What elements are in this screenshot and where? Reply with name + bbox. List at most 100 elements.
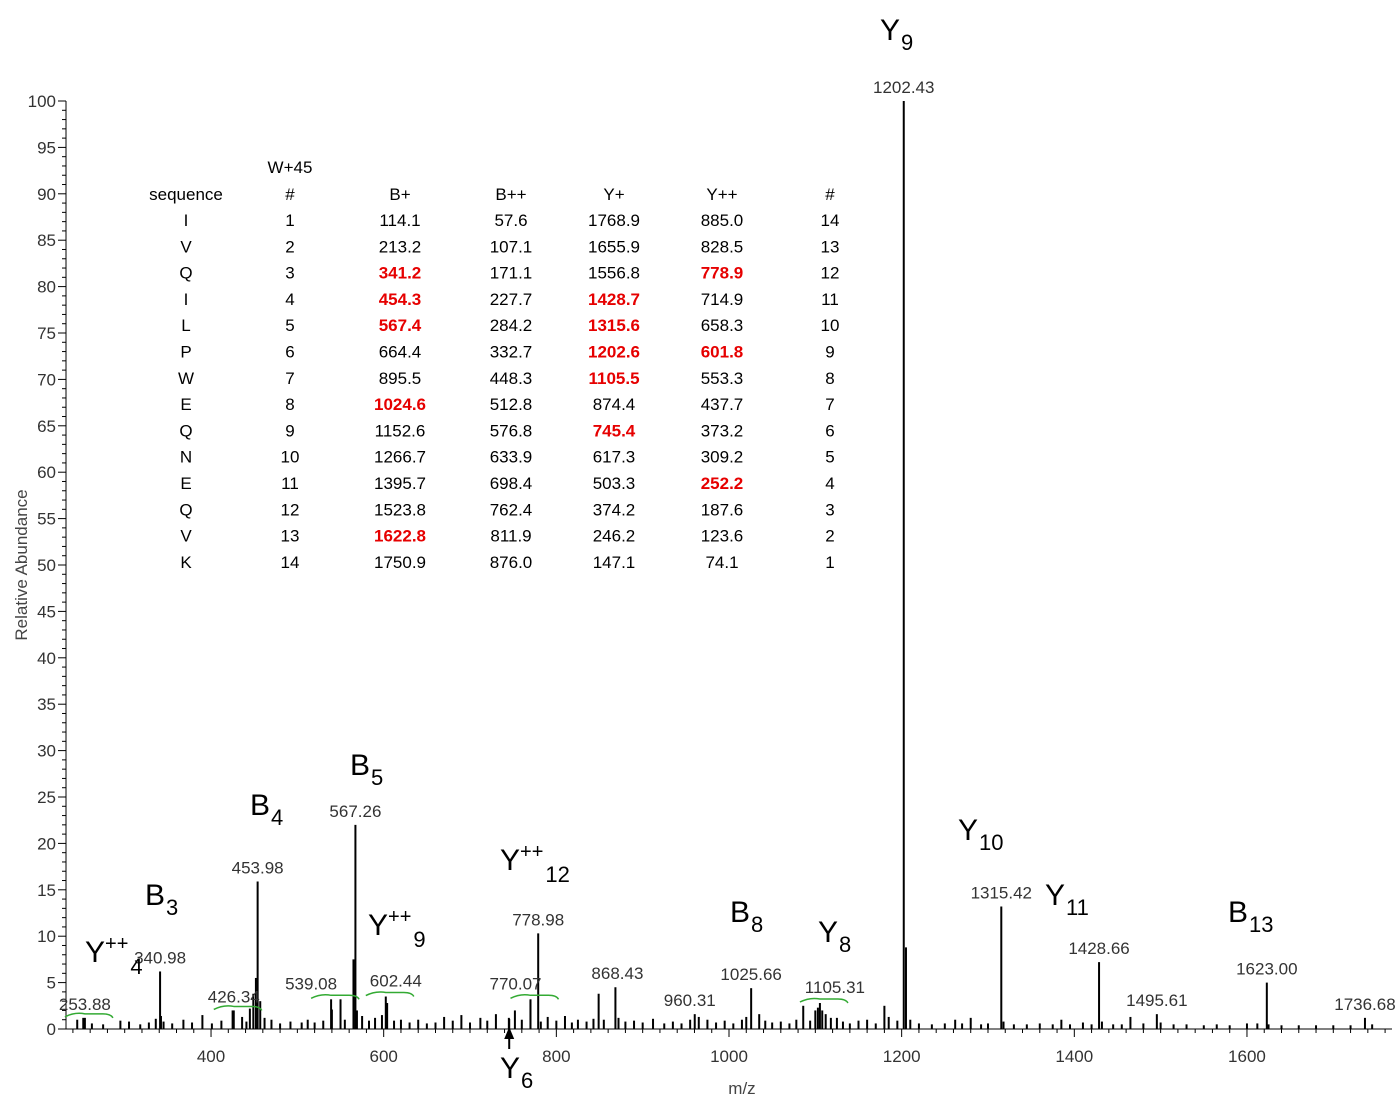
peak-label: 1736.68 bbox=[1334, 995, 1395, 1014]
isotope-mark bbox=[64, 1012, 114, 1019]
y-tick-label: 85 bbox=[37, 231, 56, 250]
x-tick-label: 400 bbox=[197, 1047, 225, 1066]
table-cell: 617.3 bbox=[593, 448, 636, 467]
table-cell: L bbox=[181, 316, 190, 335]
table-cell: E bbox=[180, 395, 191, 414]
table-cell: 74.1 bbox=[705, 553, 738, 572]
table-cell: 714.9 bbox=[701, 290, 744, 309]
y-tick-label: 10 bbox=[37, 927, 56, 946]
table-cell: 10 bbox=[281, 448, 300, 467]
table-header-cell: Y+ bbox=[603, 185, 624, 204]
table-cell: 828.5 bbox=[701, 237, 744, 256]
table-cell: 1556.8 bbox=[588, 264, 640, 283]
peak-label: 1428.66 bbox=[1068, 939, 1129, 958]
peak-label: 1105.31 bbox=[805, 978, 865, 997]
ion-label: Y9 bbox=[880, 14, 913, 55]
table-cell: 213.2 bbox=[379, 237, 422, 256]
table-cell: 1315.6 bbox=[588, 316, 640, 335]
peak-label: 567.26 bbox=[329, 802, 381, 821]
isotope-mark bbox=[510, 993, 560, 1000]
table-cell: 1750.9 bbox=[374, 553, 426, 572]
y-tick-label: 70 bbox=[37, 370, 56, 389]
isotope-mark bbox=[213, 1005, 263, 1011]
peak-label: 1202.43 bbox=[873, 78, 934, 97]
x-tick-label: 1400 bbox=[1055, 1047, 1093, 1066]
ion-label: Y++12 bbox=[500, 841, 570, 887]
y-axis-title: Relative Abundance bbox=[12, 489, 31, 640]
peak-label: 602.44 bbox=[370, 972, 422, 991]
y-tick-label: 100 bbox=[28, 92, 56, 111]
y-tick-label: 15 bbox=[37, 881, 56, 900]
y-tick-label: 0 bbox=[47, 1020, 56, 1039]
table-cell: 9 bbox=[825, 343, 834, 362]
table-cell: 1622.8 bbox=[374, 527, 426, 546]
table-cell: 6 bbox=[825, 421, 834, 440]
table-cell: 12 bbox=[281, 500, 300, 519]
y-tick-label: 95 bbox=[37, 138, 56, 157]
table-title: W+45 bbox=[268, 158, 313, 177]
table-cell: 1428.7 bbox=[588, 290, 640, 309]
table-cell: 454.3 bbox=[379, 290, 422, 309]
table-cell: 4 bbox=[825, 474, 834, 493]
peak-label: 1623.00 bbox=[1236, 960, 1297, 979]
table-cell: 187.6 bbox=[701, 500, 744, 519]
table-cell: 745.4 bbox=[593, 421, 636, 440]
peak-label: 1315.42 bbox=[971, 884, 1032, 903]
table-cell: 1024.6 bbox=[374, 395, 426, 414]
table-cell: Q bbox=[179, 500, 192, 519]
y-tick-label: 45 bbox=[37, 602, 56, 621]
table-cell: 874.4 bbox=[593, 395, 636, 414]
table-cell: 2 bbox=[285, 237, 294, 256]
ion-label: B3 bbox=[145, 879, 178, 920]
peak-label: 1495.61 bbox=[1126, 991, 1187, 1010]
table-cell: 3 bbox=[825, 500, 834, 519]
table-cell: 601.8 bbox=[701, 343, 744, 362]
table-header-cell: B++ bbox=[495, 185, 526, 204]
table-cell: 5 bbox=[285, 316, 294, 335]
y-tick-label: 40 bbox=[37, 649, 56, 668]
table-cell: 778.9 bbox=[701, 264, 744, 283]
x-tick-label: 1000 bbox=[710, 1047, 748, 1066]
table-cell: I bbox=[184, 211, 189, 230]
table-cell: 11 bbox=[821, 290, 839, 309]
table-cell: 1 bbox=[825, 553, 834, 572]
y-tick-label: 80 bbox=[37, 278, 56, 297]
table-cell: 246.2 bbox=[593, 527, 636, 546]
table-cell: 309.2 bbox=[701, 448, 744, 467]
isotope-mark bbox=[310, 993, 360, 1000]
table-cell: 503.3 bbox=[593, 474, 636, 493]
table-cell: 1266.7 bbox=[374, 448, 426, 467]
table-cell: 1152.6 bbox=[375, 421, 426, 440]
peak-labels: 253.88 340.98 426.34 453.98 539.08 567.26 602.… bbox=[59, 78, 1396, 1014]
table-cell: 576.8 bbox=[490, 421, 533, 440]
table-cell: 437.7 bbox=[701, 395, 744, 414]
x-axis-title: m/z bbox=[728, 1079, 755, 1098]
table-cell: 57.6 bbox=[494, 211, 527, 230]
table-cell: 633.9 bbox=[490, 448, 533, 467]
table-cell: 698.4 bbox=[490, 474, 533, 493]
peak-label: 453.98 bbox=[232, 858, 284, 877]
table-cell: 373.2 bbox=[701, 421, 744, 440]
table-cell: 12 bbox=[821, 264, 840, 283]
peak-label: 253.88 bbox=[59, 995, 111, 1014]
y-tick-label: 65 bbox=[37, 417, 56, 436]
table-cell: 4 bbox=[285, 290, 294, 309]
table-cell: 664.4 bbox=[379, 343, 422, 362]
table-cell: 11 bbox=[281, 474, 299, 493]
table-cell: 1768.9 bbox=[588, 211, 640, 230]
ion-label: B4 bbox=[250, 789, 283, 830]
table-cell: 171.1 bbox=[490, 264, 533, 283]
x-tick-label: 1200 bbox=[883, 1047, 921, 1066]
ion-label: B8 bbox=[730, 896, 763, 937]
table-cell: 1655.9 bbox=[588, 237, 640, 256]
table-cell: 553.3 bbox=[701, 369, 744, 388]
ion-label: Y8 bbox=[818, 916, 851, 957]
table-cell: N bbox=[180, 448, 192, 467]
fragment-table: W+45 sequence # B+ B++ Y+ Y++ # I 1 114.1 57.6 1768.… bbox=[149, 158, 839, 572]
table-cell: 876.0 bbox=[490, 553, 533, 572]
y-tick-label: 50 bbox=[37, 556, 56, 575]
table-cell: 147.1 bbox=[593, 553, 636, 572]
table-cell: E bbox=[180, 474, 191, 493]
isotope-mark bbox=[799, 997, 849, 1004]
table-header-cell: # bbox=[285, 185, 295, 204]
